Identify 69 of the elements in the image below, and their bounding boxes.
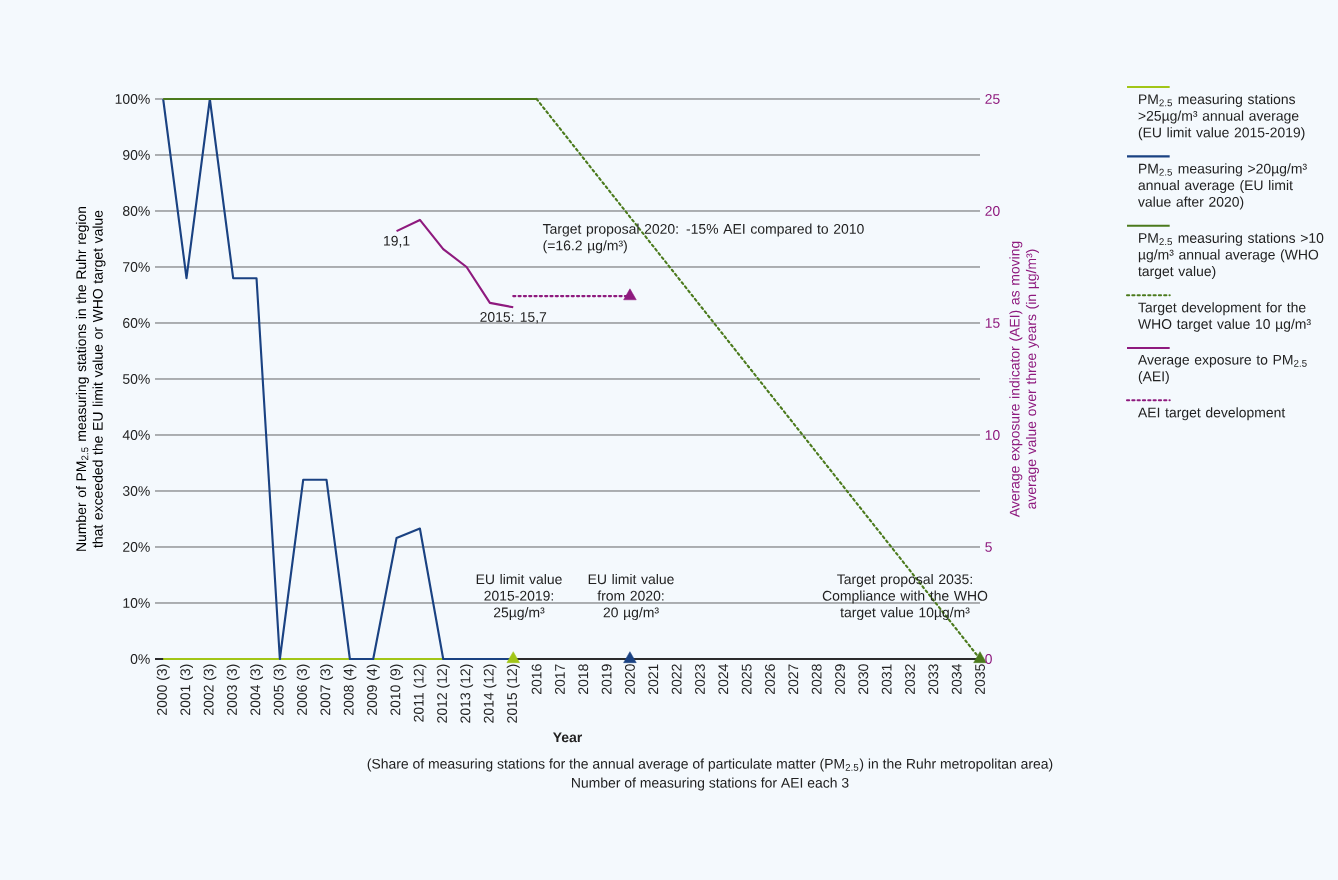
x-tick-label: 2020 <box>625 664 635 695</box>
x-tick-label: 2007 (3) <box>320 664 334 715</box>
y-tick-label: 80% <box>122 206 150 216</box>
x-tick-label: 2011 (12) <box>413 664 427 722</box>
x-axis-title: Year <box>553 732 583 743</box>
x-tick-label: 2030 <box>858 664 869 695</box>
x-tick-label: 2027 <box>788 664 799 695</box>
x-tick-label: 2017 <box>554 664 565 695</box>
y2-tick-label: 0 <box>985 654 992 664</box>
x-tick-label: 2004 (3) <box>250 664 264 715</box>
y-tick-label: 60% <box>123 318 150 328</box>
x-tick-label: 2012 (12) <box>436 664 450 723</box>
legend-label: AEI target development <box>1137 407 1286 421</box>
y-tick-label: 50% <box>122 374 150 384</box>
y-axis-title: Number of PM$_{2.5}$ measuring stations in the Ruhr region that exceeded the EU limit value or WHO target value <box>75 206 106 551</box>
x-tick-label: 2015 (12) <box>506 664 520 723</box>
y2-axis-title: Average exposure indicator (AEI) as moving average value over three years (in µg/m³) <box>1009 241 1039 518</box>
x-tick-label: 2009 (4) <box>366 664 380 715</box>
y2-tick-label: 20 <box>985 206 1000 216</box>
x-tick-label: 2019 <box>601 664 612 695</box>
y-tick-label: 90% <box>123 150 150 160</box>
legend-label: Target development for the WHO target value 10 µg/m³ <box>1138 302 1311 332</box>
y2-tick-label: 25 <box>985 94 1000 104</box>
annotation: Target proposal 2020: -15% AEI compared to 2010 (=16.2 µg/m³) <box>542 223 864 254</box>
x-tick-label: 2023 <box>695 664 705 695</box>
x-tick-label: 2035 <box>975 664 985 695</box>
x-tick-label: 2029 <box>835 664 845 695</box>
y2-tick-label: 5 <box>985 542 992 552</box>
x-tick-label: 2016 <box>531 664 542 695</box>
annotation: EU limit value from 2020: 20 µg/m³ <box>588 573 674 621</box>
annotation: EU limit value 2015-2019: 25µg/m³ <box>476 573 562 621</box>
x-tick-label: 2000 (3) <box>156 664 170 715</box>
x-tick-label: 2018 <box>578 664 589 695</box>
x-tick-label: 2033 <box>928 664 939 695</box>
legend-label: PM$_{2.5}$ measuring stations >10 µg/m³ annual average (WHO target value) <box>1138 232 1324 279</box>
y-tick-label: 0% <box>130 654 150 664</box>
text: (Share of measuring stations for the annual average of particulate matter (PM$_{2.5}$) in the Ruhr metropolitan area) <box>367 758 1053 772</box>
y-tick-label: 40% <box>122 430 150 440</box>
x-tick-label: 2014 (12) <box>483 664 497 723</box>
text: Average exposure to PM$_{2.5}$ (AEI) <box>1137 354 1307 385</box>
y-tick-label: 10% <box>123 598 150 608</box>
text: Number of measuring stations for AEI each 3 <box>572 777 849 791</box>
x-tick-label: 2008 (4) <box>343 664 357 715</box>
legend-label: PM$_{2.5}$ measuring >20µg/m³ annual average (EU limit value after 2020) <box>1137 163 1307 210</box>
y-tick-label: 100% <box>115 94 150 104</box>
x-tick-label: 2013 (12) <box>460 664 474 723</box>
y-tick-label: 20% <box>123 542 150 552</box>
legend-label: PM$_{2.5}$ measuring stations >25µg/m³ annual average (EU limit value 2015-2019) <box>1138 93 1305 141</box>
x-tick-label: 2005 (3) <box>273 664 287 715</box>
data-label: 2015: 15,7 <box>480 312 547 324</box>
x-tick-label: 2001 (3) <box>180 664 194 715</box>
x-tick-label: 2003 (3) <box>226 664 240 715</box>
x-tick-label: 2022 <box>671 664 682 695</box>
x-tick-label: 2006 (3) <box>296 664 310 715</box>
x-tick-label: 2002 (3) <box>203 664 217 715</box>
x-tick-label: 2021 <box>648 664 659 695</box>
x-tick-label: 2026 <box>765 664 775 695</box>
x-tick-label: 2031 <box>881 664 892 695</box>
y2-tick-label: 15 <box>985 318 1000 328</box>
x-tick-label: 2028 <box>811 664 822 695</box>
x-tick-label: 2024 <box>718 664 729 695</box>
y-tick-label: 30% <box>122 486 150 496</box>
y2-tick-label: 10 <box>985 430 1000 440</box>
x-tick-label: 2034 <box>951 664 962 695</box>
x-tick-label: 2032 <box>905 664 915 695</box>
data-label: 19,1 <box>384 235 410 248</box>
x-tick-label: 2010 (9) <box>390 664 404 715</box>
x-tick-label: 2025 <box>741 664 752 695</box>
y-tick-label: 70% <box>123 262 150 272</box>
